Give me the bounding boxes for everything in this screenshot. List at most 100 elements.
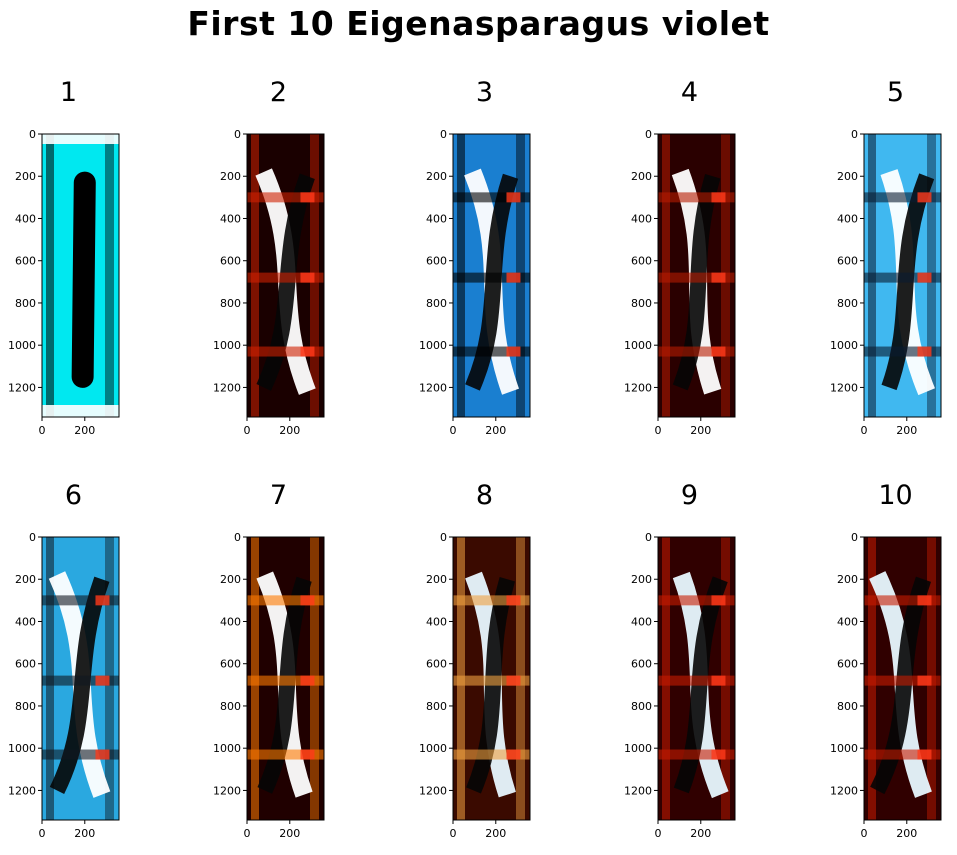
- y-tick-label: 1200: [213, 381, 241, 394]
- y-tick-label: 1200: [8, 381, 36, 394]
- y-tick-label: 0: [29, 531, 36, 544]
- y-tick-label: 400: [220, 212, 241, 225]
- panel-number: 6: [65, 480, 82, 511]
- panel-6: 6 0 200 400 600 800 1000 1200 0 200: [8, 480, 120, 840]
- x-tick-label: 200: [279, 424, 300, 437]
- y-tick-label: 1200: [8, 784, 36, 797]
- y-tick-label: 1000: [419, 742, 447, 755]
- x-tick-label: 0: [861, 424, 868, 437]
- y-tick-label: 800: [426, 297, 447, 310]
- x-tick-label: 200: [896, 827, 917, 840]
- axes-frame: [657, 536, 736, 821]
- panel-number: 8: [476, 480, 493, 511]
- panel-4: 4 0 200 400 600 800 1000 1200 0 200: [624, 77, 736, 437]
- panel-2: 2 0 200 400 600 800 1000 1200 0 200: [213, 77, 325, 437]
- axes-frame: [452, 536, 531, 821]
- y-tick-label: 800: [631, 700, 652, 713]
- panel-number: 7: [270, 480, 287, 511]
- x-tick-label: 200: [74, 424, 95, 437]
- y-tick-label: 0: [29, 128, 36, 141]
- y-tick-label: 200: [426, 170, 447, 183]
- axes-frame: [863, 133, 942, 418]
- x-tick-label: 200: [279, 827, 300, 840]
- y-tick-label: 400: [426, 615, 447, 628]
- y-tick-label: 600: [426, 255, 447, 268]
- y-tick-label: 600: [220, 255, 241, 268]
- y-tick-label: 1200: [213, 784, 241, 797]
- panel-number: 9: [681, 480, 698, 511]
- panel-number: 4: [681, 77, 698, 108]
- y-tick-label: 800: [15, 700, 36, 713]
- axes-frame: [452, 133, 531, 418]
- y-tick-label: 1000: [419, 339, 447, 352]
- panel-number: 10: [878, 480, 912, 511]
- panel-number: 2: [270, 77, 287, 108]
- y-tick-label: 0: [645, 128, 652, 141]
- eigen-image: [247, 134, 324, 417]
- y-tick-label: 1000: [213, 339, 241, 352]
- y-tick-label: 200: [631, 170, 652, 183]
- y-tick-label: 1200: [624, 784, 652, 797]
- y-tick-label: 600: [837, 255, 858, 268]
- axes-frame: [657, 133, 736, 418]
- x-tick-label: 0: [861, 827, 868, 840]
- x-tick-label: 0: [450, 827, 457, 840]
- x-tick-label: 200: [74, 827, 95, 840]
- y-tick-label: 1200: [830, 381, 858, 394]
- y-tick-label: 200: [15, 170, 36, 183]
- x-tick-label: 0: [244, 424, 251, 437]
- panel-9: 9 0 200 400 600 800 1000 1200 0 200: [624, 480, 736, 840]
- x-tick-label: 0: [39, 827, 46, 840]
- eigen-image: [453, 537, 530, 820]
- y-tick-label: 0: [851, 128, 858, 141]
- y-tick-label: 1000: [624, 339, 652, 352]
- y-tick-label: 1000: [830, 339, 858, 352]
- y-tick-label: 1000: [8, 339, 36, 352]
- eigen-image: [658, 134, 735, 417]
- panel-7: 7 0 200 400 600 800 1000 1200 0 200: [213, 480, 325, 840]
- x-tick-label: 0: [39, 424, 46, 437]
- x-tick-label: 0: [450, 424, 457, 437]
- y-tick-label: 400: [426, 212, 447, 225]
- y-tick-label: 200: [631, 573, 652, 586]
- y-tick-label: 0: [645, 531, 652, 544]
- y-tick-label: 600: [631, 658, 652, 671]
- y-tick-label: 800: [15, 297, 36, 310]
- y-tick-label: 200: [15, 573, 36, 586]
- x-tick-label: 200: [690, 424, 711, 437]
- panel-10: 10 0 200 400 600 800 1000 1200 0 200: [830, 480, 942, 840]
- y-tick-label: 600: [426, 658, 447, 671]
- y-tick-label: 0: [440, 128, 447, 141]
- panel-5: 5 0 200 400 600 800 1000 1200 0 200: [830, 77, 942, 437]
- y-tick-label: 600: [15, 255, 36, 268]
- panel-3: 3 0 200 400 600 800 1000 1200 0 200: [419, 77, 531, 437]
- y-tick-label: 0: [234, 531, 241, 544]
- y-tick-label: 800: [837, 700, 858, 713]
- y-tick-label: 200: [426, 573, 447, 586]
- y-tick-label: 1200: [419, 381, 447, 394]
- y-tick-label: 400: [837, 212, 858, 225]
- y-tick-label: 400: [631, 212, 652, 225]
- y-tick-label: 400: [220, 615, 241, 628]
- y-tick-label: 0: [440, 531, 447, 544]
- y-tick-label: 400: [837, 615, 858, 628]
- y-tick-label: 800: [631, 297, 652, 310]
- y-tick-label: 200: [837, 170, 858, 183]
- eigen-image: [247, 537, 324, 820]
- y-tick-label: 200: [220, 170, 241, 183]
- y-tick-label: 600: [220, 658, 241, 671]
- x-tick-label: 0: [244, 827, 251, 840]
- y-tick-label: 1000: [8, 742, 36, 755]
- y-tick-label: 800: [426, 700, 447, 713]
- eigen-image: [864, 134, 941, 417]
- x-tick-label: 200: [896, 424, 917, 437]
- eigen-image: [658, 537, 735, 820]
- y-tick-label: 800: [837, 297, 858, 310]
- y-tick-label: 600: [631, 255, 652, 268]
- y-tick-label: 600: [15, 658, 36, 671]
- eigen-image: [453, 134, 530, 417]
- x-tick-label: 0: [655, 424, 662, 437]
- y-tick-label: 400: [15, 615, 36, 628]
- y-tick-label: 1000: [624, 742, 652, 755]
